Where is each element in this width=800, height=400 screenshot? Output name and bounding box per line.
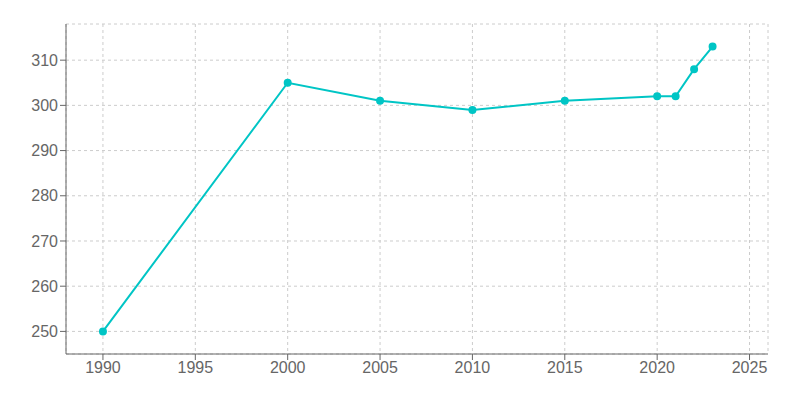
svg-text:2005: 2005 xyxy=(362,359,398,376)
svg-text:2025: 2025 xyxy=(732,359,768,376)
svg-text:310: 310 xyxy=(31,52,58,69)
svg-text:270: 270 xyxy=(31,233,58,250)
svg-text:280: 280 xyxy=(31,187,58,204)
svg-text:1995: 1995 xyxy=(178,359,214,376)
svg-text:1990: 1990 xyxy=(85,359,121,376)
svg-text:2015: 2015 xyxy=(547,359,583,376)
svg-text:2010: 2010 xyxy=(455,359,491,376)
svg-text:2000: 2000 xyxy=(270,359,306,376)
svg-text:250: 250 xyxy=(31,323,58,340)
svg-text:260: 260 xyxy=(31,278,58,295)
svg-text:290: 290 xyxy=(31,142,58,159)
svg-text:2020: 2020 xyxy=(639,359,675,376)
svg-text:300: 300 xyxy=(31,97,58,114)
